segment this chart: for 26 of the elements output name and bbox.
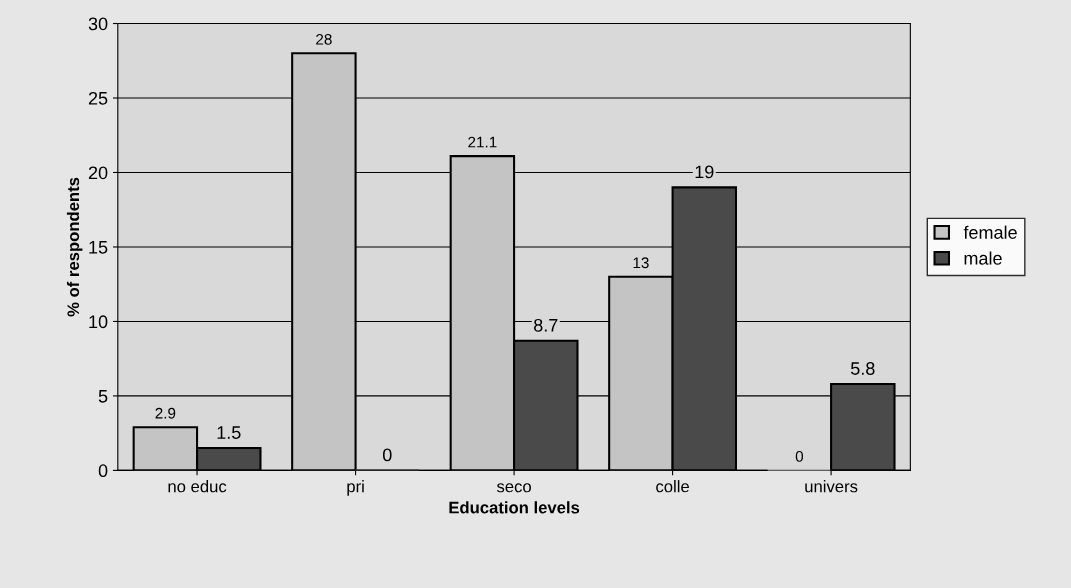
legend-label: male [964,251,1002,265]
y-tick-label: 25 [88,91,108,105]
x-axis-title: Education levels [449,501,580,514]
data-label: 8.7 [534,318,558,332]
y-tick-label: 0 [98,464,108,478]
data-label: 13 [633,257,649,269]
data-label: 0 [795,451,804,462]
y-tick-label: 15 [89,241,108,254]
x-tick-label: univers [805,480,858,493]
data-label: 1.5 [217,426,241,439]
data-label: 2.9 [155,407,176,419]
legend-label: female [963,225,1017,239]
y-tick-label: 30 [88,17,108,31]
x-tick-label: pri [347,480,364,496]
y-tick-label: 5 [98,390,108,403]
data-label: 21.1 [468,136,497,148]
y-tick-label: 10 [89,315,108,329]
data-label: 0 [382,448,392,462]
y-tick-label: 20 [88,166,108,180]
data-label: 28 [316,33,332,45]
x-tick-label: seco [496,483,531,493]
x-tick-label: colle [656,480,689,493]
data-label: 5.8 [850,362,875,375]
y-axis-title: % of respondents [66,177,83,317]
x-tick-label: no educ [168,480,227,493]
data-label: 19 [695,165,714,179]
